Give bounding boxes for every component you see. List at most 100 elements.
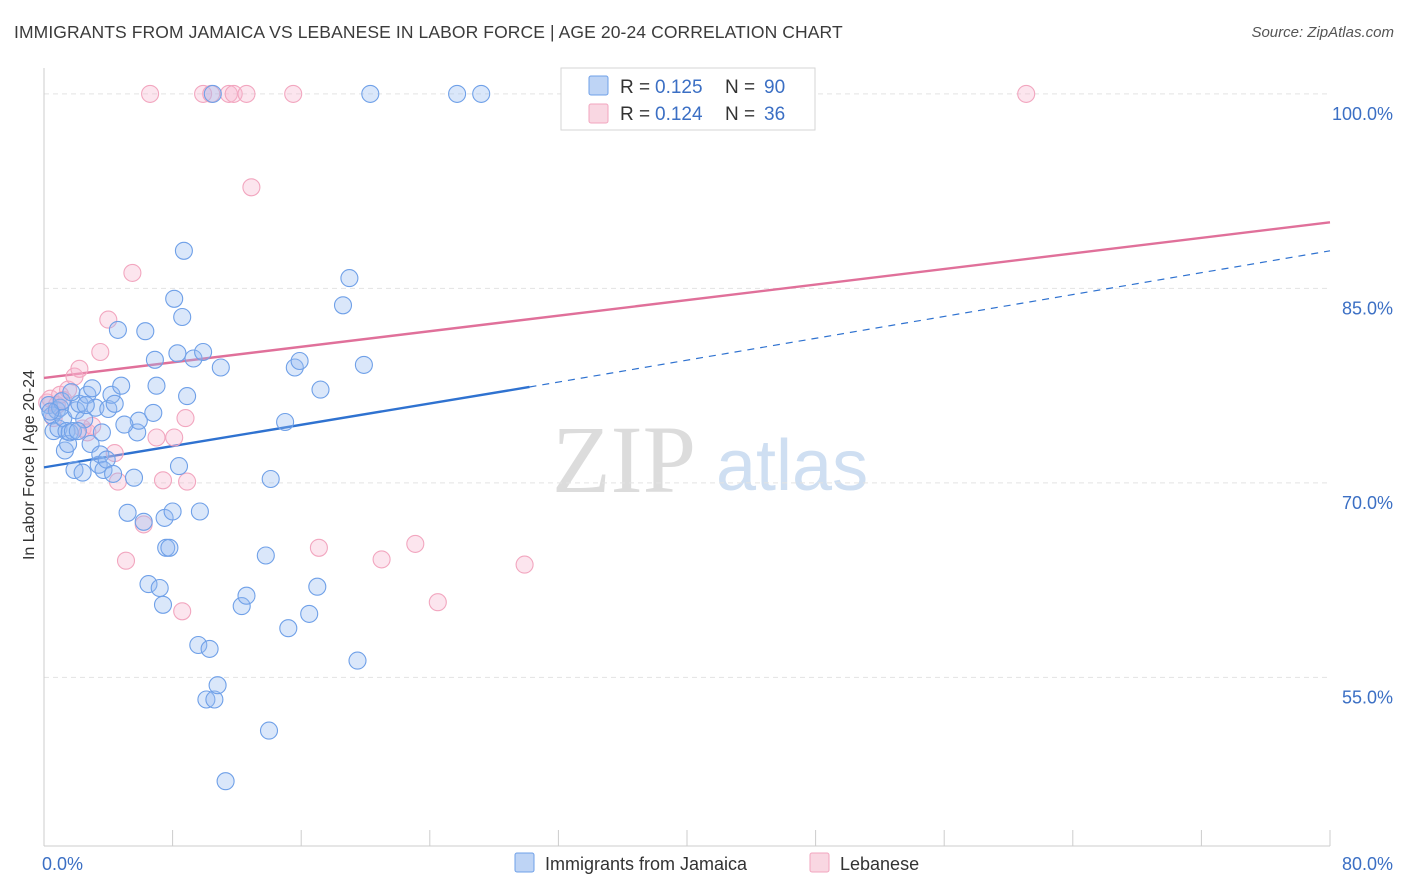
point-lebanese-28 <box>219 84 238 103</box>
point-jamaica-35 <box>134 512 153 531</box>
point-lebanese-21 <box>153 471 173 490</box>
bottom-legend-swatch-jamaica <box>514 852 535 873</box>
point-jamaica-68 <box>261 469 280 489</box>
series-legend: Immigrants from Jamaica Lebanese <box>514 852 919 874</box>
point-jamaica-80 <box>448 84 467 103</box>
point-jamaica-70 <box>279 619 298 638</box>
point-jamaica-37 <box>139 575 158 594</box>
point-jamaica-48 <box>168 344 187 363</box>
point-jamaica-28 <box>105 394 124 413</box>
point-jamaica-27 <box>104 464 123 483</box>
legend-r-label-jamaica: R = <box>620 77 650 98</box>
legend-r-label-lebanese: R = <box>620 104 650 125</box>
point-jamaica-40 <box>147 376 166 395</box>
point-jamaica-59 <box>203 84 222 103</box>
point-jamaica-86 <box>62 383 81 402</box>
point-jamaica-79 <box>361 84 380 103</box>
y-tick-label-3: 55.0% <box>1342 687 1393 707</box>
legend-n-value-jamaica: 90 <box>764 77 785 98</box>
point-jamaica-16 <box>75 410 94 429</box>
legend-r-value-lebanese: 0.124 <box>655 104 703 125</box>
point-jamaica-49 <box>169 457 189 476</box>
point-jamaica-56 <box>194 342 213 362</box>
legend-n-value-lebanese: 36 <box>764 104 785 125</box>
point-jamaica-46 <box>163 502 182 521</box>
point-lebanese-29 <box>224 84 243 103</box>
point-lebanese-12 <box>91 342 110 362</box>
point-jamaica-62 <box>211 358 230 377</box>
point-jamaica-67 <box>259 721 279 740</box>
legend-r-value-jamaica: 0.125 <box>655 77 703 98</box>
point-jamaica-78 <box>354 355 373 374</box>
point-jamaica-74 <box>308 577 327 596</box>
point-jamaica-69 <box>276 412 295 432</box>
point-jamaica-76 <box>340 269 359 288</box>
point-lebanese-20 <box>147 428 166 447</box>
point-jamaica-30 <box>112 376 131 395</box>
point-jamaica-82 <box>333 296 353 315</box>
x-tick-label-1: 80.0% <box>1342 854 1393 874</box>
point-jamaica-87 <box>76 396 95 415</box>
point-jamaica-42 <box>153 595 173 614</box>
point-jamaica-65 <box>237 586 256 605</box>
point-lebanese-25 <box>178 472 197 491</box>
trend-lines <box>43 221 1331 469</box>
point-jamaica-54 <box>189 635 208 655</box>
axes <box>43 68 1331 847</box>
trend-line-lebanese <box>43 221 1331 380</box>
point-lebanese-33 <box>309 538 328 557</box>
point-jamaica-83 <box>52 392 71 411</box>
legend-swatch-jamaica <box>588 75 609 96</box>
point-lebanese-24 <box>176 409 195 428</box>
source-credit: Source: ZipAtlas.com <box>1251 24 1394 41</box>
point-lebanese-19 <box>141 84 160 103</box>
point-jamaica-84 <box>68 422 87 441</box>
bottom-legend-label-lebanese: Lebanese <box>840 854 919 874</box>
point-jamaica-47 <box>165 289 184 308</box>
y-tick-label-1: 85.0% <box>1342 298 1393 318</box>
legend-swatch-lebanese <box>588 103 609 124</box>
point-jamaica-52 <box>178 387 197 406</box>
point-jamaica-32 <box>124 468 144 487</box>
point-jamaica-63 <box>216 772 235 791</box>
y-tick-label-0: 100.0% <box>1332 104 1393 124</box>
point-jamaica-75 <box>311 380 330 399</box>
point-jamaica-61 <box>208 676 227 695</box>
point-lebanese-37 <box>515 555 534 574</box>
point-jamaica-88 <box>41 402 60 421</box>
legend-n-label-jamaica: N = <box>725 77 755 98</box>
point-jamaica-53 <box>184 349 203 368</box>
point-lebanese-38 <box>1017 84 1036 103</box>
point-lebanese-17 <box>123 263 142 282</box>
point-jamaica-36 <box>136 322 155 341</box>
point-lebanese-8 <box>70 359 89 378</box>
point-jamaica-85 <box>92 423 111 442</box>
y-axis-label: In Labor Force | Age 20-24 <box>21 370 38 560</box>
x-tick-label-0: 0.0% <box>42 854 83 874</box>
point-jamaica-64 <box>232 597 251 616</box>
trend-line-jamaica-extension <box>529 250 1331 388</box>
trend-line-jamaica <box>43 385 530 469</box>
point-jamaica-15 <box>73 463 92 482</box>
point-jamaica-58 <box>200 639 219 658</box>
point-jamaica-72 <box>290 351 309 371</box>
x-tick-labels: 0.0% 80.0% <box>42 854 1393 874</box>
point-jamaica-50 <box>173 307 192 327</box>
gridlines <box>44 93 1330 678</box>
point-jamaica-29 <box>108 320 127 339</box>
point-jamaica-34 <box>129 411 148 430</box>
watermark-atlas: atlas <box>716 426 868 506</box>
point-jamaica-60 <box>205 690 224 709</box>
point-jamaica-77 <box>348 651 367 670</box>
y-tick-label-2: 70.0% <box>1342 493 1393 513</box>
y-tick-labels: 100.0% 85.0% 70.0% 55.0% <box>1332 104 1393 708</box>
point-jamaica-41 <box>150 578 169 598</box>
point-lebanese-35 <box>406 534 425 553</box>
point-jamaica-81 <box>472 84 491 103</box>
watermark-zip: ZIP <box>552 406 696 513</box>
point-jamaica-51 <box>174 241 193 260</box>
point-lebanese-36 <box>428 593 447 612</box>
point-jamaica-38 <box>144 403 163 422</box>
data-points <box>38 84 1036 791</box>
